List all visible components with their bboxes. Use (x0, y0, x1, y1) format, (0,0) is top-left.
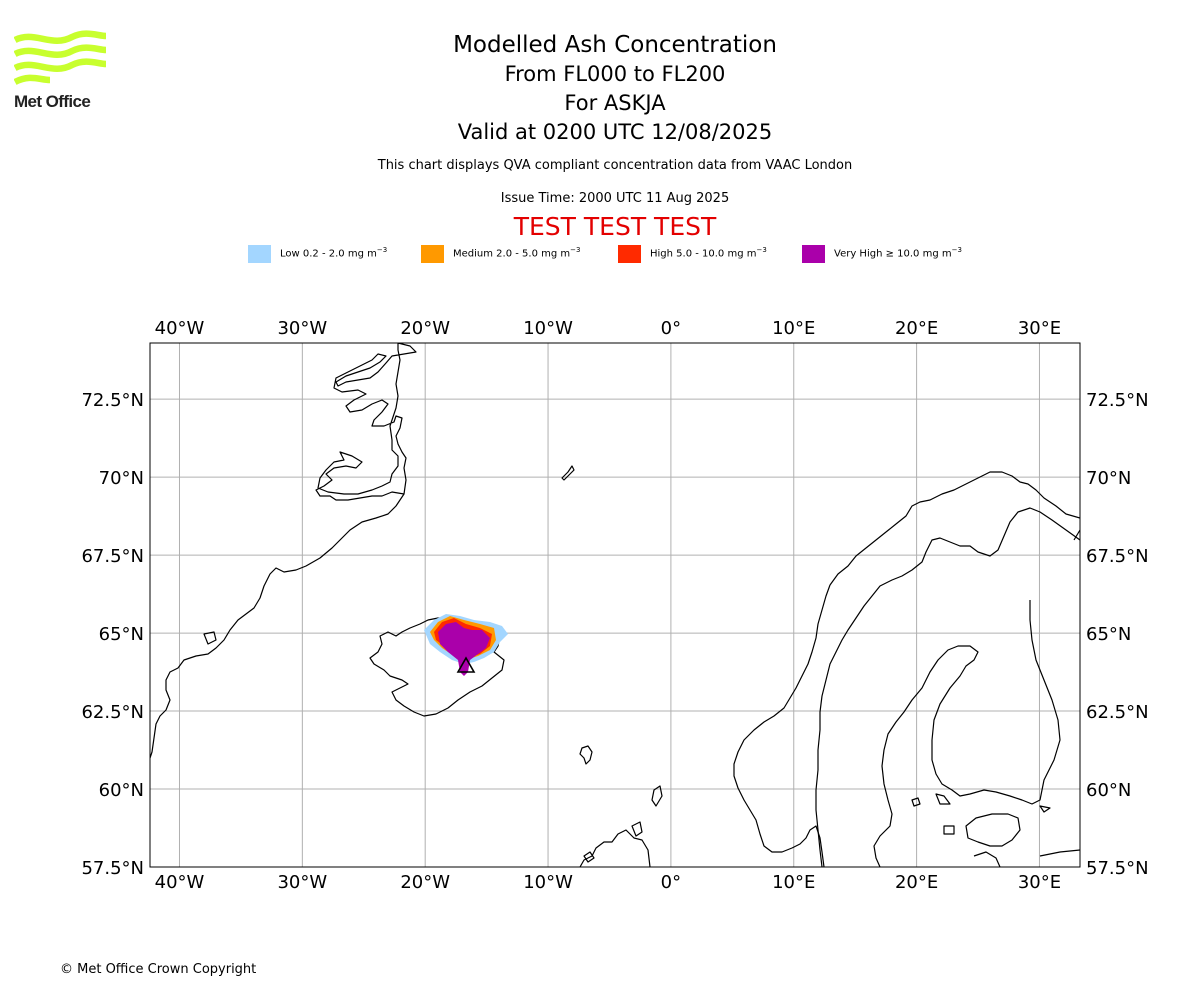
lon-tick-label-bottom: 20°E (895, 872, 938, 893)
copyright-notice: © Met Office Crown Copyright (60, 962, 257, 977)
lon-tick-label-bottom: 0° (661, 872, 681, 893)
lon-tick-label-bottom: 30°W (277, 872, 327, 893)
legend-swatch-very-high (802, 245, 825, 263)
lat-tick-label-right: 70°N (1086, 468, 1131, 489)
chart-description: This chart displays QVA compliant concen… (377, 158, 853, 173)
finland-coast (873, 600, 1061, 867)
lat-tick-label-left: 72.5°N (81, 390, 144, 411)
lon-tick-label-bottom: 30°E (1018, 872, 1061, 893)
map-gridlines (150, 343, 1080, 867)
lat-tick-label-left: 62.5°N (81, 702, 144, 723)
lat-tick-label-right: 57.5°N (1086, 858, 1149, 879)
valid-time: Valid at 0200 UTC 12/08/2025 (457, 120, 773, 144)
volcano-name: For ASKJA (564, 91, 666, 115)
chart-title: Modelled Ash Concentration (453, 32, 777, 58)
lon-tick-label-bottom: 20°W (400, 872, 450, 893)
lon-tick-label-top: 40°W (155, 318, 205, 339)
ash-area-very-high (438, 622, 490, 676)
lon-tick-label-top: 30°E (1018, 318, 1061, 339)
legend-swatch-medium (421, 245, 444, 263)
lon-tick-label-top: 10°W (523, 318, 573, 339)
legend-label-high: High 5.0 - 10.0 mg m (650, 248, 757, 260)
lat-tick-label-right: 62.5°N (1086, 702, 1149, 723)
lon-tick-label-top: 20°W (400, 318, 450, 339)
legend-swatch-low (248, 245, 271, 263)
lat-tick-label-left: 67.5°N (81, 546, 144, 567)
lat-tick-label-left: 57.5°N (81, 858, 144, 879)
legend-label-very-high: Very High ≥ 10.0 mg m (834, 248, 952, 260)
tick-labels: 40°W 40°W 30°W 30°W 20°W 20°W 10°W 10°W 0° 0° 10°E… (81, 318, 1148, 893)
legend-label-medium: Medium 2.0 - 5.0 mg m (453, 248, 571, 260)
met-office-logo-icon (14, 30, 107, 85)
lat-tick-label-right: 72.5°N (1086, 390, 1149, 411)
lat-tick-label-right: 65°N (1086, 624, 1131, 645)
scotland-coast (579, 829, 651, 867)
greenland-coast (315, 343, 417, 501)
lon-tick-label-bottom: 40°W (155, 872, 205, 893)
lon-tick-label-bottom: 10°W (523, 872, 573, 893)
faroe-coast (579, 745, 593, 765)
lon-tick-label-top: 30°W (277, 318, 327, 339)
lon-tick-label-bottom: 10°E (772, 872, 815, 893)
lon-tick-label-top: 20°E (895, 318, 938, 339)
legend-label-low: Low 0.2 - 2.0 mg m (280, 248, 377, 260)
flight-level-range: From FL000 to FL200 (504, 62, 726, 86)
legend-swatch-high (618, 245, 641, 263)
chart-title-block: Modelled Ash Concentration From FL000 to… (0, 30, 1200, 147)
issue-time: Issue Time: 2000 UTC 11 Aug 2025 (500, 191, 730, 206)
lon-tick-label-top: 0° (661, 318, 681, 339)
coastlines (150, 343, 1080, 867)
iceland-coast (369, 617, 505, 717)
ash-plume (424, 614, 508, 676)
scandinavia-coast (733, 471, 1080, 867)
lat-tick-label-left: 70°N (99, 468, 144, 489)
lat-tick-label-right: 60°N (1086, 780, 1131, 801)
scandinavia-inland-border (815, 507, 1080, 867)
test-banner: TEST TEST TEST (513, 212, 717, 241)
lat-tick-label-left: 60°N (99, 780, 144, 801)
estonia-coast (965, 813, 1021, 847)
map-frame (149, 342, 1081, 868)
lat-tick-label-right: 67.5°N (1086, 546, 1149, 567)
logo-text: Met Office (14, 92, 91, 111)
lat-tick-label-left: 65°N (99, 624, 144, 645)
jan-mayen-coast (561, 465, 575, 481)
triangle-icon (456, 656, 476, 673)
lon-tick-label-top: 10°E (772, 318, 815, 339)
